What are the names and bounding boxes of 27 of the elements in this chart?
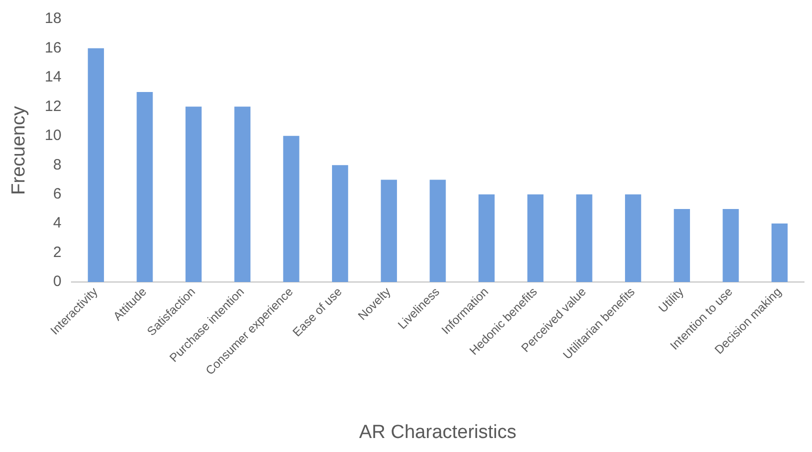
y-tick-label: 14 — [44, 68, 62, 86]
y-tick-label: 16 — [44, 39, 62, 56]
bar — [478, 194, 495, 282]
bar — [88, 48, 104, 282]
bar — [430, 180, 446, 282]
y-tick-label: 12 — [44, 98, 62, 115]
y-tick-label: 10 — [44, 127, 62, 144]
bar — [332, 165, 348, 282]
x-axis-title: AR Characteristics — [359, 422, 516, 443]
y-tick-label: 0 — [53, 273, 62, 290]
y-axis-title: Frecuency — [8, 106, 30, 195]
bar — [234, 106, 250, 282]
y-tick-label: 8 — [53, 156, 62, 174]
bar — [722, 208, 739, 282]
bar — [625, 194, 642, 282]
bar — [527, 194, 544, 282]
bar — [674, 208, 690, 282]
y-tick-label: 18 — [44, 10, 62, 28]
y-tick-label: 4 — [53, 214, 62, 232]
bar — [380, 180, 397, 282]
bar — [576, 194, 592, 282]
bar — [136, 92, 153, 282]
y-tick-label: 2 — [53, 244, 62, 261]
y-tick-label: 6 — [53, 185, 62, 202]
bar — [283, 136, 300, 282]
bar — [772, 224, 788, 282]
bar — [186, 106, 202, 282]
